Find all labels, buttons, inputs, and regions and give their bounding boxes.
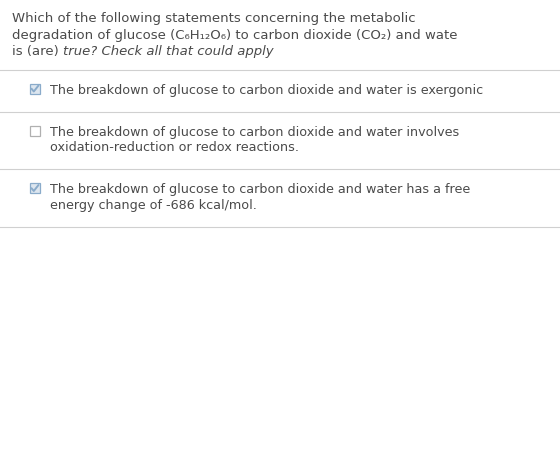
Text: true? Check all that could apply: true? Check all that could apply [63, 45, 274, 58]
Text: oxidation-reduction or redox reactions.: oxidation-reduction or redox reactions. [50, 141, 299, 154]
FancyBboxPatch shape [30, 183, 40, 193]
Text: The breakdown of glucose to carbon dioxide and water has a free: The breakdown of glucose to carbon dioxi… [50, 183, 470, 196]
FancyBboxPatch shape [30, 83, 40, 93]
Text: The breakdown of glucose to carbon dioxide and water is exergonic: The breakdown of glucose to carbon dioxi… [50, 83, 483, 97]
Text: Which of the following statements concerning the metabolic: Which of the following statements concer… [12, 12, 416, 25]
Text: The breakdown of glucose to carbon dioxide and water involves: The breakdown of glucose to carbon dioxi… [50, 126, 459, 138]
Text: degradation of glucose (C₆H₁₂O₆) to carbon dioxide (CO₂) and wate: degradation of glucose (C₆H₁₂O₆) to carb… [12, 28, 458, 42]
Text: energy change of -686 kcal/mol.: energy change of -686 kcal/mol. [50, 199, 257, 211]
FancyBboxPatch shape [30, 126, 40, 136]
Text: is (are): is (are) [12, 45, 63, 58]
